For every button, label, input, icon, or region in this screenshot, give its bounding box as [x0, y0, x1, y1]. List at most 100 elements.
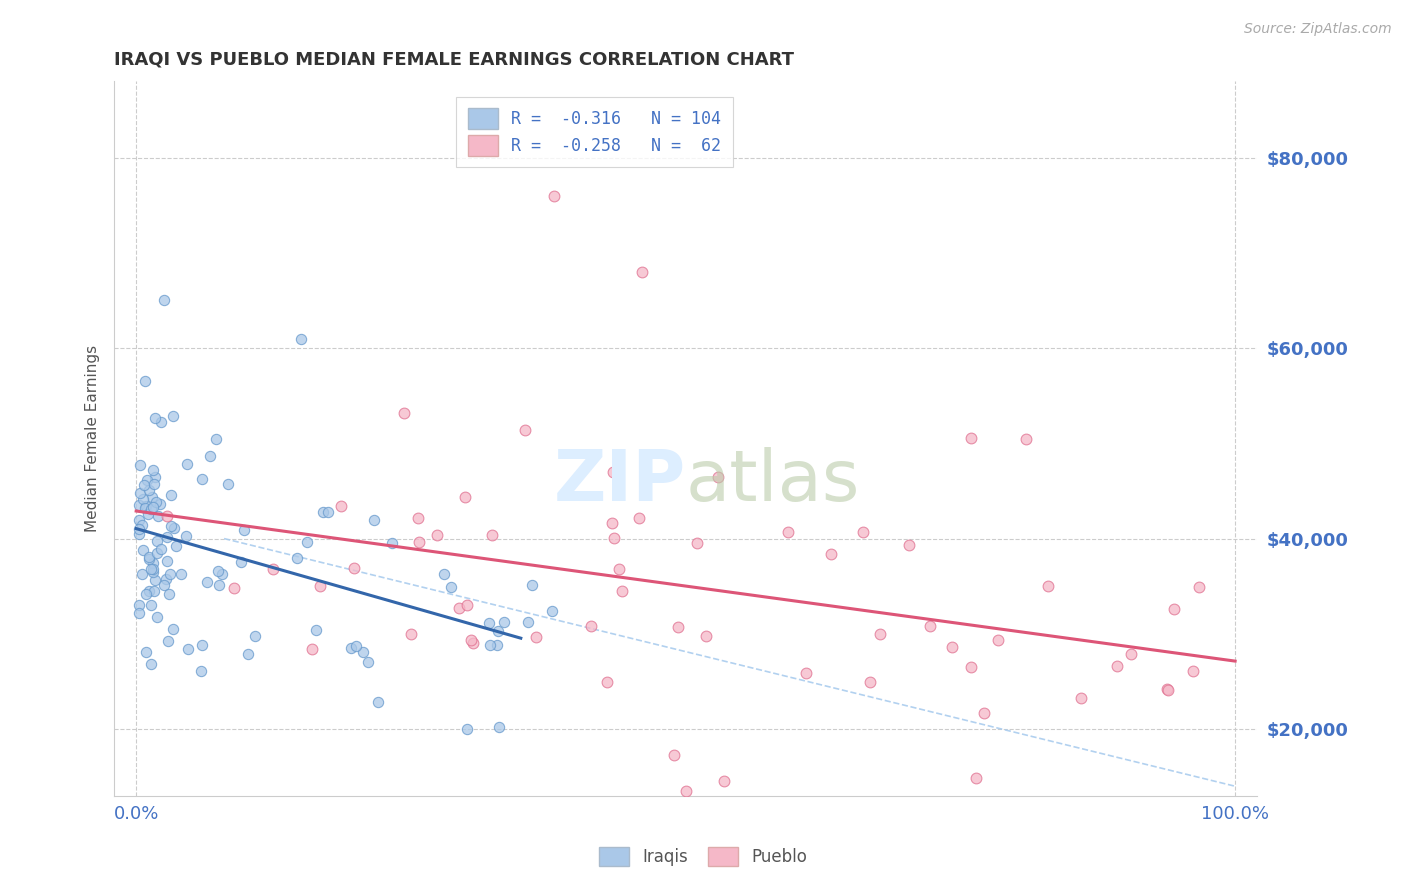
Point: [152, 293, 174, 308]
Point: [143, 411, 166, 425]
Point: [142, 476, 165, 491]
Point: [579, 618, 602, 632]
Point: [695, 629, 717, 643]
Point: [163, 521, 186, 535]
Point: [859, 674, 882, 689]
Point: [160, 518, 183, 533]
Point: [301, 642, 323, 657]
Legend: R =  -0.316   N = 104, R =  -0.258   N =  62: R = -0.316 N = 104, R = -0.258 N = 62: [456, 97, 733, 168]
Point: [132, 491, 155, 506]
Point: [138, 483, 160, 498]
Point: [463, 635, 485, 649]
Point: [918, 618, 941, 632]
Point: [128, 512, 150, 526]
Point: [630, 265, 652, 279]
Point: [155, 572, 177, 586]
Point: [675, 784, 697, 798]
Point: [392, 406, 415, 420]
Point: [987, 632, 1010, 647]
Point: [1191, 798, 1213, 813]
Point: [198, 449, 221, 463]
Point: [479, 638, 502, 652]
Point: [524, 630, 547, 644]
Point: [456, 598, 478, 612]
Point: [1070, 690, 1092, 705]
Point: [132, 477, 155, 491]
Point: [628, 511, 651, 525]
Point: [609, 561, 631, 575]
Point: [852, 524, 875, 539]
Point: [165, 539, 187, 553]
Point: [142, 500, 165, 514]
Point: [1182, 664, 1205, 678]
Point: [262, 562, 284, 576]
Point: [243, 629, 266, 643]
Point: [1187, 580, 1209, 594]
Point: [155, 530, 177, 544]
Point: [460, 633, 482, 648]
Point: [295, 535, 318, 549]
Point: [406, 510, 429, 524]
Point: [796, 665, 818, 680]
Point: [174, 528, 197, 542]
Point: [132, 543, 155, 558]
Point: [141, 657, 163, 671]
Point: [170, 567, 193, 582]
Point: [309, 578, 332, 592]
Point: [232, 523, 254, 537]
Point: [142, 562, 165, 576]
Point: [1107, 659, 1129, 673]
Point: [145, 546, 167, 560]
Point: [160, 488, 183, 502]
Point: [135, 587, 157, 601]
Point: [433, 566, 456, 581]
Point: [138, 583, 160, 598]
Point: [481, 527, 503, 541]
Point: [149, 542, 172, 557]
Point: [129, 458, 152, 472]
Point: [157, 587, 180, 601]
Point: [136, 507, 159, 521]
Point: [488, 721, 510, 735]
Point: [960, 659, 983, 673]
Point: [177, 641, 200, 656]
Point: [778, 525, 800, 540]
Point: [128, 606, 150, 620]
Point: [129, 485, 152, 500]
Point: [960, 431, 983, 445]
Point: [134, 499, 156, 513]
Point: [150, 415, 173, 429]
Point: [156, 509, 179, 524]
Point: [353, 645, 375, 659]
Point: [516, 615, 538, 630]
Point: [176, 457, 198, 471]
Point: [287, 550, 309, 565]
Point: [329, 499, 352, 513]
Point: [399, 626, 422, 640]
Point: [603, 531, 626, 545]
Point: [191, 638, 214, 652]
Point: [486, 638, 509, 652]
Point: [290, 332, 312, 346]
Point: [869, 627, 891, 641]
Point: [236, 647, 259, 661]
Point: [190, 664, 212, 678]
Point: [522, 578, 544, 592]
Point: [707, 470, 730, 484]
Point: [229, 555, 252, 569]
Point: [148, 497, 170, 511]
Point: [456, 722, 478, 736]
Point: [131, 517, 153, 532]
Point: [134, 374, 156, 388]
Point: [1163, 602, 1185, 616]
Point: [367, 695, 389, 709]
Point: [898, 538, 921, 552]
Point: [453, 490, 475, 504]
Point: [146, 533, 169, 548]
Point: [713, 774, 735, 789]
Point: [211, 566, 233, 581]
Point: [139, 562, 162, 576]
Point: [426, 528, 449, 542]
Text: Source: ZipAtlas.com: Source: ZipAtlas.com: [1244, 22, 1392, 37]
Point: [156, 554, 179, 568]
